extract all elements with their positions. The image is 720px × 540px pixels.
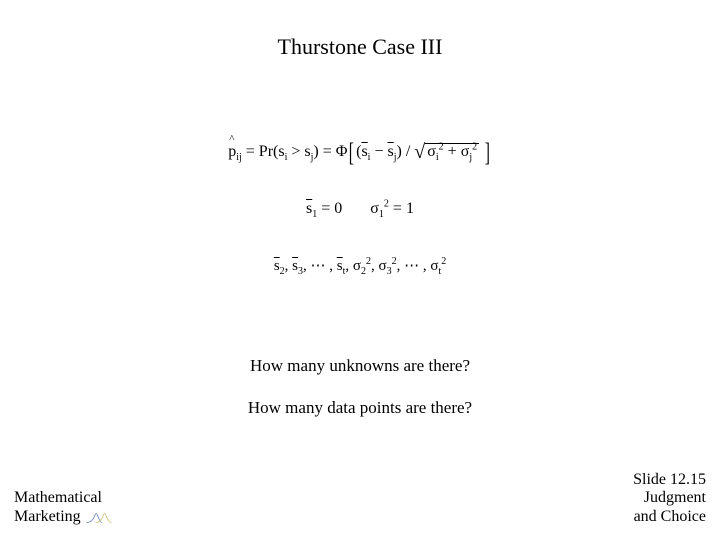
footer-right: Slide 12.15 Judgment and Choice	[633, 471, 706, 526]
formula-parameters-list: s2, s3, ⋯ , st, σ22, σ32, ⋯ , σt2	[0, 256, 720, 275]
formula-probability: pij = Pr(si > sj) = Φ[(si − sj) / √σi2 +…	[0, 138, 720, 168]
question-unknowns: How many unknowns are there?	[0, 356, 720, 376]
question-datapoints: How many data points are there?	[0, 398, 720, 418]
slide-title: Thurstone Case III	[0, 34, 720, 60]
footer-left: Mathematical Marketing	[14, 489, 113, 526]
formula-constraints: s1 = 0σ12 = 1	[0, 200, 720, 218]
chapter-name-line2: and Choice	[633, 508, 706, 526]
footer-left-line2: Marketing	[14, 508, 81, 526]
chapter-name-line1: Judgment	[633, 489, 706, 507]
distribution-curve-icon	[85, 509, 113, 525]
footer-left-line1: Mathematical	[14, 489, 113, 507]
slide-number: Slide 12.15	[633, 471, 706, 489]
